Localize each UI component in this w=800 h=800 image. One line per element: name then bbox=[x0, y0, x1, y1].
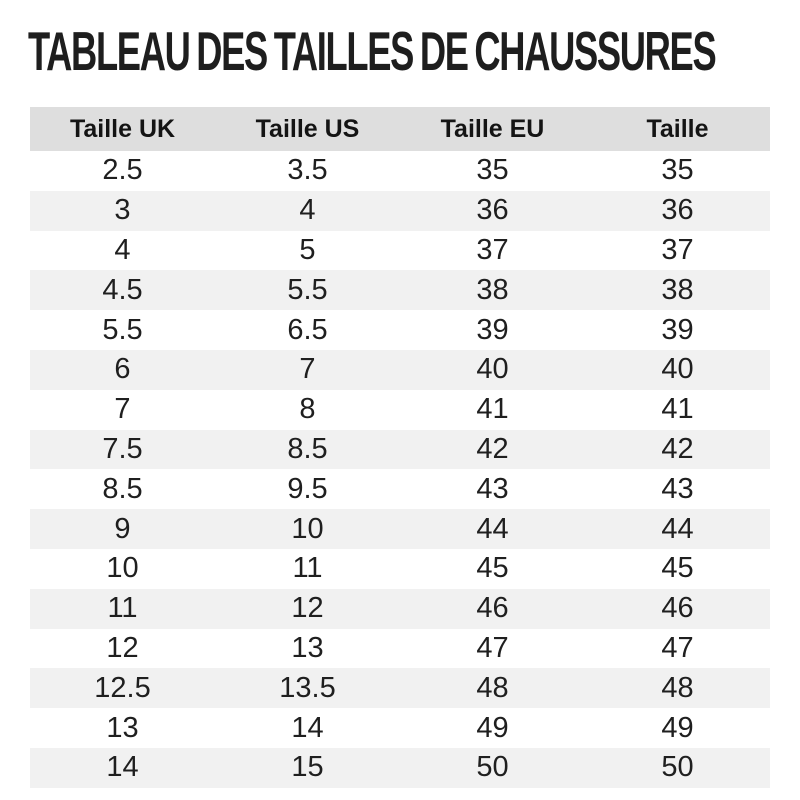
table-cell-taille: 39 bbox=[661, 313, 694, 346]
table-cell-taille: 50 bbox=[661, 751, 694, 784]
table-cell-uk: 12.5 bbox=[94, 671, 151, 704]
column-header-taille: Taille bbox=[585, 107, 770, 151]
table-cell-us: 9.5 bbox=[287, 472, 328, 505]
table-cell-taille: 47 bbox=[661, 631, 694, 664]
table-cell-taille: 41 bbox=[661, 393, 694, 426]
table-cell-us: 13.5 bbox=[279, 671, 336, 704]
table-row: 7 8 41 41 bbox=[30, 390, 770, 430]
table-cell-uk: 10 bbox=[106, 552, 139, 585]
table-cell-eu: 36 bbox=[476, 194, 509, 227]
table-row: 13 14 49 49 bbox=[30, 708, 770, 748]
table-cell-eu: 46 bbox=[476, 592, 509, 625]
table-cell-uk: 2.5 bbox=[102, 154, 143, 187]
table-cell-uk: 11 bbox=[107, 592, 138, 625]
table-cell-uk: 12 bbox=[106, 631, 139, 664]
table-row: 3 4 36 36 bbox=[30, 190, 770, 231]
table-cell-eu: 44 bbox=[476, 512, 509, 545]
table-cell-us: 6.5 bbox=[287, 313, 328, 346]
table-cell-eu: 35 bbox=[476, 154, 509, 187]
table-cell-uk: 3 bbox=[114, 194, 131, 227]
table-cell-us: 13 bbox=[291, 631, 324, 664]
header-row: Taille UK Taille US Taille EU Taille bbox=[30, 107, 770, 151]
table-cell-taille: 43 bbox=[661, 472, 694, 505]
table-cell-eu: 39 bbox=[476, 313, 509, 346]
table-cell-us: 5.5 bbox=[287, 273, 328, 306]
table-cell-us: 4 bbox=[299, 194, 316, 227]
table-cell-taille: 38 bbox=[661, 273, 694, 306]
table-cell-uk: 7.5 bbox=[102, 432, 143, 465]
table-row: 10 11 45 45 bbox=[30, 549, 770, 589]
table-cell-uk: 4 bbox=[114, 233, 131, 266]
table-cell-taille: 48 bbox=[661, 671, 694, 704]
table-cell-taille: 37 bbox=[661, 233, 694, 266]
table-cell-uk: 7 bbox=[114, 393, 131, 426]
table-cell-us: 14 bbox=[291, 711, 324, 744]
table-cell-taille: 35 bbox=[661, 154, 694, 187]
table-cell-eu: 49 bbox=[476, 711, 509, 744]
table-cell-uk: 8.5 bbox=[102, 472, 143, 505]
table-cell-us: 8.5 bbox=[287, 432, 328, 465]
table-row: 2.5 3.5 35 35 bbox=[30, 151, 770, 191]
column-header-taille-uk: Taille UK bbox=[30, 107, 215, 151]
table-row: 4.5 5.5 38 38 bbox=[30, 270, 770, 311]
table-cell-eu: 41 bbox=[476, 393, 509, 426]
table-cell-eu: 40 bbox=[476, 353, 509, 386]
table-row: 9 10 44 44 bbox=[30, 509, 770, 549]
column-header-taille-us: Taille US bbox=[215, 107, 400, 151]
table-cell-taille: 42 bbox=[661, 432, 694, 465]
table-cell-us: 8 bbox=[299, 393, 316, 426]
table-cell-uk: 6 bbox=[114, 353, 131, 386]
table-cell-taille: 46 bbox=[661, 592, 694, 625]
table-cell-us: 3.5 bbox=[287, 154, 328, 187]
table-cell-us: 11 bbox=[292, 552, 323, 585]
table-cell-us: 7 bbox=[299, 353, 316, 386]
table-cell-uk: 5.5 bbox=[102, 313, 143, 346]
table-cell-eu: 48 bbox=[476, 671, 509, 704]
table-cell-uk: 13 bbox=[106, 711, 139, 744]
table-cell-eu: 38 bbox=[476, 273, 509, 306]
column-header-taille-eu: Taille EU bbox=[400, 107, 585, 151]
table-cell-eu: 47 bbox=[476, 631, 509, 664]
table-cell-taille: 49 bbox=[661, 711, 694, 744]
table-cell-eu: 42 bbox=[476, 432, 509, 465]
page-title: TABLEAU DES TAILLES DE CHAUSSURES bbox=[28, 20, 717, 82]
table-cell-uk: 14 bbox=[106, 751, 139, 784]
table-cell-uk: 9 bbox=[114, 512, 131, 545]
table-cell-taille: 36 bbox=[661, 194, 694, 227]
table-cell-us: 15 bbox=[291, 751, 324, 784]
table-row: 5.5 6.5 39 39 bbox=[30, 310, 770, 350]
table-cell-taille: 40 bbox=[661, 353, 694, 386]
table-row: 12.5 13.5 48 48 bbox=[30, 668, 770, 709]
table-row: 8.5 9.5 43 43 bbox=[30, 469, 770, 509]
size-table-container: Taille UK Taille US Taille EU Taille 2.5… bbox=[30, 107, 770, 788]
table-cell-eu: 43 bbox=[476, 472, 509, 505]
table-row: 7.5 8.5 42 42 bbox=[30, 429, 770, 470]
table-cell-taille: 44 bbox=[661, 512, 694, 545]
size-table: Taille UK Taille US Taille EU Taille 2.5… bbox=[30, 107, 770, 788]
size-table-body: 2.5 3.5 35 35 3 4 36 36 4 5 37 37 4.5 5.… bbox=[30, 151, 770, 788]
table-cell-taille: 45 bbox=[661, 552, 694, 585]
table-row: 11 12 46 46 bbox=[30, 588, 770, 629]
table-cell-us: 10 bbox=[291, 512, 324, 545]
table-row: 12 13 47 47 bbox=[30, 629, 770, 669]
table-row: 14 15 50 50 bbox=[30, 747, 770, 788]
table-row: 6 7 40 40 bbox=[30, 349, 770, 390]
table-cell-us: 5 bbox=[299, 233, 316, 266]
table-cell-eu: 37 bbox=[476, 233, 509, 266]
table-row: 4 5 37 37 bbox=[30, 231, 770, 271]
table-cell-us: 12 bbox=[291, 592, 324, 625]
table-cell-eu: 45 bbox=[476, 552, 509, 585]
table-cell-eu: 50 bbox=[476, 751, 509, 784]
size-table-header: Taille UK Taille US Taille EU Taille bbox=[30, 107, 770, 151]
table-cell-uk: 4.5 bbox=[102, 273, 143, 306]
